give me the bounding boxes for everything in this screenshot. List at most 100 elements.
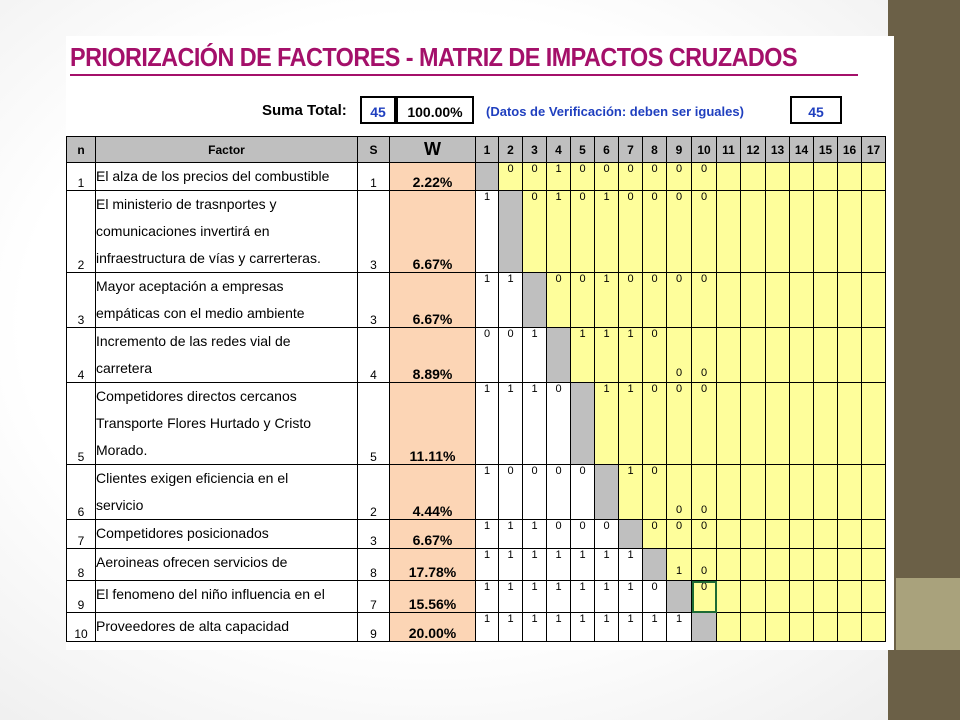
matrix-cell[interactable] <box>837 548 862 581</box>
matrix-cell[interactable]: 1 <box>475 580 499 613</box>
matrix-cell[interactable] <box>861 190 886 273</box>
weight-cell[interactable]: 6.67% <box>389 190 476 273</box>
matrix-cell[interactable] <box>789 190 814 273</box>
matrix-cell[interactable] <box>837 162 862 191</box>
matrix-cell[interactable]: 0 <box>570 162 595 191</box>
matrix-cell[interactable] <box>813 548 838 581</box>
matrix-cell[interactable] <box>765 548 790 581</box>
matrix-cell[interactable] <box>861 382 886 465</box>
matrix-cell[interactable] <box>740 190 766 273</box>
matrix-cell[interactable]: 0 <box>691 190 717 273</box>
matrix-cell[interactable] <box>740 272 766 328</box>
matrix-cell[interactable] <box>813 162 838 191</box>
row-number[interactable]: 1 <box>66 162 96 191</box>
matrix-cell[interactable] <box>716 464 741 520</box>
matrix-cell[interactable] <box>813 580 838 613</box>
diagonal-cell[interactable] <box>522 272 547 328</box>
matrix-cell[interactable] <box>837 327 862 383</box>
matrix-cell[interactable] <box>765 190 790 273</box>
matrix-cell[interactable] <box>837 464 862 520</box>
matrix-cell[interactable]: 0 <box>570 190 595 273</box>
score-cell[interactable]: 4 <box>357 327 390 383</box>
weight-cell[interactable]: 20.00% <box>389 612 476 642</box>
matrix-cell[interactable] <box>813 612 838 642</box>
matrix-cell[interactable]: 0 <box>666 327 692 383</box>
matrix-cell[interactable] <box>789 382 814 465</box>
matrix-cell[interactable] <box>861 272 886 328</box>
matrix-cell[interactable]: 0 <box>522 464 547 520</box>
matrix-cell[interactable] <box>716 162 741 191</box>
matrix-cell[interactable]: 0 <box>618 162 643 191</box>
matrix-cell[interactable]: 1 <box>618 464 643 520</box>
matrix-cell[interactable] <box>789 580 814 613</box>
matrix-cell[interactable] <box>765 327 790 383</box>
weight-cell[interactable]: 11.11% <box>389 382 476 465</box>
diagonal-cell[interactable] <box>594 464 619 520</box>
row-number[interactable]: 6 <box>66 464 96 520</box>
matrix-cell[interactable] <box>837 580 862 613</box>
score-cell[interactable]: 1 <box>357 162 390 191</box>
matrix-cell[interactable]: 0 <box>642 162 667 191</box>
matrix-cell[interactable] <box>716 327 741 383</box>
matrix-cell[interactable] <box>716 548 741 581</box>
matrix-cell[interactable]: 0 <box>498 162 523 191</box>
weight-cell[interactable]: 17.78% <box>389 548 476 581</box>
matrix-cell[interactable] <box>861 548 886 581</box>
matrix-cell[interactable]: 0 <box>618 272 643 328</box>
matrix-cell[interactable]: 1 <box>594 548 619 581</box>
matrix-cell[interactable]: 0 <box>642 272 667 328</box>
row-number[interactable]: 9 <box>66 580 96 613</box>
matrix-cell[interactable]: 1 <box>546 580 571 613</box>
score-cell[interactable]: 3 <box>357 519 390 549</box>
matrix-cell[interactable]: 0 <box>546 272 571 328</box>
matrix-cell[interactable] <box>837 272 862 328</box>
matrix-cell[interactable] <box>813 382 838 465</box>
matrix-cell[interactable]: 0 <box>642 190 667 273</box>
weight-cell[interactable]: 6.67% <box>389 272 476 328</box>
matrix-cell[interactable] <box>716 190 741 273</box>
factor-cell[interactable]: Incremento de las redes vial de carretera <box>95 327 358 383</box>
score-cell[interactable]: 8 <box>357 548 390 581</box>
matrix-cell[interactable]: 1 <box>475 272 499 328</box>
score-cell[interactable]: 3 <box>357 190 390 273</box>
matrix-cell[interactable]: 1 <box>594 272 619 328</box>
matrix-cell[interactable]: 1 <box>618 548 643 581</box>
diagonal-cell[interactable] <box>666 580 692 613</box>
matrix-cell[interactable]: 1 <box>522 519 547 549</box>
matrix-cell[interactable]: 0 <box>642 327 667 383</box>
matrix-cell[interactable]: 1 <box>498 612 523 642</box>
matrix-cell[interactable] <box>861 464 886 520</box>
matrix-cell[interactable]: 0 <box>642 382 667 465</box>
matrix-cell[interactable] <box>740 382 766 465</box>
matrix-cell[interactable]: 0 <box>666 464 692 520</box>
matrix-cell[interactable]: 0 <box>691 382 717 465</box>
matrix-cell[interactable] <box>716 580 741 613</box>
matrix-cell[interactable]: 1 <box>546 190 571 273</box>
matrix-cell[interactable]: 1 <box>522 327 547 383</box>
matrix-cell[interactable] <box>837 190 862 273</box>
matrix-cell[interactable] <box>716 382 741 465</box>
matrix-cell[interactable] <box>813 464 838 520</box>
matrix-cell[interactable] <box>861 519 886 549</box>
matrix-cell[interactable]: 0 <box>642 464 667 520</box>
matrix-cell[interactable] <box>740 464 766 520</box>
factor-cell[interactable]: Competidores directos cercanos Transporte… <box>95 382 358 465</box>
matrix-cell[interactable]: 1 <box>475 548 499 581</box>
matrix-cell[interactable] <box>813 272 838 328</box>
matrix-cell[interactable] <box>765 272 790 328</box>
weight-cell[interactable]: 15.56% <box>389 580 476 613</box>
score-cell[interactable]: 3 <box>357 272 390 328</box>
matrix-cell[interactable] <box>740 519 766 549</box>
weight-cell[interactable]: 6.67% <box>389 519 476 549</box>
matrix-cell[interactable]: 1 <box>498 580 523 613</box>
matrix-cell[interactable]: 1 <box>594 327 619 383</box>
matrix-cell[interactable]: 0 <box>691 464 717 520</box>
matrix-cell[interactable]: 1 <box>522 548 547 581</box>
matrix-cell[interactable] <box>861 580 886 613</box>
matrix-cell[interactable] <box>789 327 814 383</box>
matrix-cell[interactable]: 0 <box>691 548 717 581</box>
row-number[interactable]: 5 <box>66 382 96 465</box>
factor-cell[interactable]: Mayor aceptación a empresas empáticas con… <box>95 272 358 328</box>
matrix-cell[interactable]: 1 <box>618 382 643 465</box>
matrix-cell[interactable]: 1 <box>498 548 523 581</box>
